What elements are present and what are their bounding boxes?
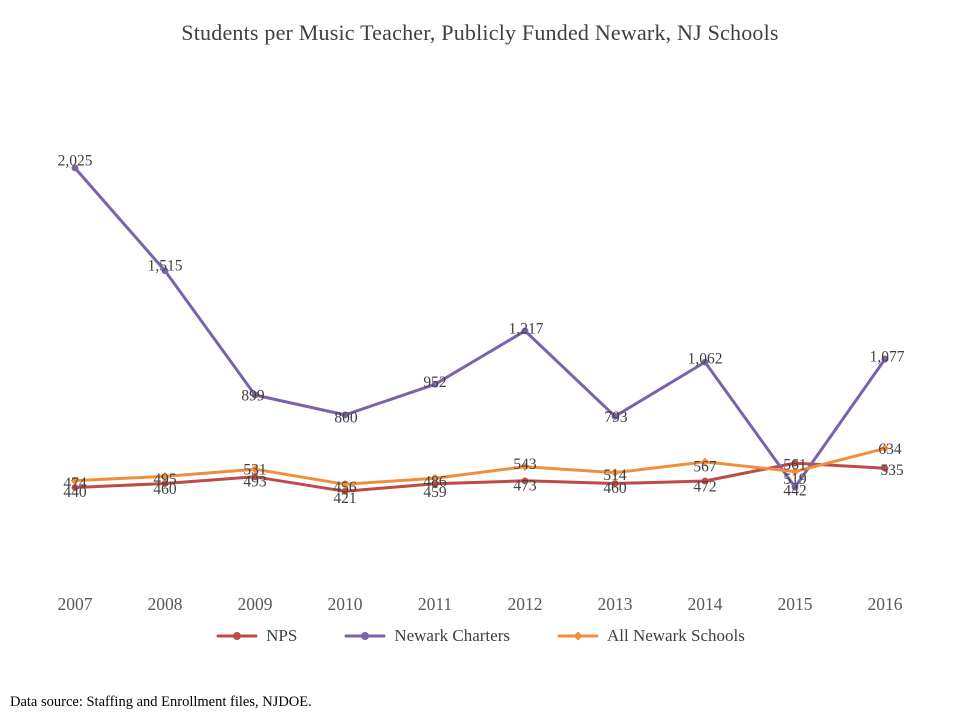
- x-axis-label: 2009: [238, 594, 273, 614]
- data-point-marker-all-newark-schools: [520, 462, 530, 472]
- data-point-marker-all-newark-schools: [340, 479, 350, 489]
- x-axis-label: 2012: [508, 594, 543, 614]
- legend-label: All Newark Schools: [606, 626, 745, 645]
- data-point-marker-newark-charters: [521, 327, 529, 335]
- data-point-marker-nps: [251, 473, 259, 481]
- data-label-newark-charters: 1,217: [509, 320, 544, 337]
- x-axis-label: 2013: [598, 594, 633, 614]
- data-point-marker-nps: [611, 480, 619, 487]
- data-point-marker-newark-charters: [881, 355, 889, 363]
- x-axis-label: 2016: [868, 594, 903, 614]
- data-point-marker-all-newark-schools: [160, 472, 170, 481]
- data-point-marker-nps: [341, 487, 349, 495]
- legend-marker-icon: [361, 632, 370, 640]
- data-point-marker-all-newark-schools: [700, 457, 710, 467]
- legend-marker-icon: [573, 631, 583, 641]
- data-point-marker-nps: [881, 464, 889, 472]
- data-label-newark-charters: 1,062: [688, 351, 723, 368]
- series-line-newark-charters: [73, 166, 887, 489]
- data-point-marker-nps: [161, 480, 169, 487]
- data-point-marker-nps: [71, 484, 79, 491]
- data-label-nps: 460: [603, 480, 627, 497]
- data-point-marker-nps: [521, 477, 529, 485]
- legend-label: NPS: [266, 626, 298, 645]
- data-label-all-newark-schools: 474: [63, 475, 87, 492]
- data-label-newark-charters: 899: [241, 387, 265, 404]
- data-point-marker-newark-charters: [161, 267, 169, 275]
- chart-title: Students per Music Teacher, Publicly Fun…: [181, 20, 779, 45]
- x-axis-label: 2007: [58, 594, 93, 614]
- legend-item-all-newark-schools: All Newark Schools: [556, 626, 745, 646]
- legend-item-nps: NPS: [215, 626, 297, 646]
- legend-marker-icon: [233, 632, 242, 640]
- data-point-marker-all-newark-schools: [430, 473, 440, 483]
- data-point-marker-newark-charters: [71, 164, 79, 172]
- data-point-marker-nps: [701, 477, 709, 485]
- data-label-nps: 535: [880, 462, 904, 479]
- x-axis-label: 2010: [328, 594, 363, 614]
- data-point-marker-all-newark-schools: [250, 464, 260, 474]
- legend-label: Newark Charters: [394, 626, 510, 645]
- data-label-all-newark-schools: 634: [878, 441, 902, 458]
- chart-legend: NPS Newark Charters All Newark Schools: [0, 626, 960, 646]
- data-label-nps: 561: [783, 457, 806, 474]
- data-point-marker-all-newark-schools: [610, 468, 620, 477]
- legend-swatch-icon: [344, 632, 386, 640]
- data-source-note: Data source: Staffing and Enrollment fil…: [10, 694, 312, 710]
- data-label-all-newark-schools: 543: [513, 456, 537, 473]
- data-point-marker-newark-charters: [701, 358, 709, 366]
- legend-item-newark-charters: Newark Charters: [343, 626, 510, 646]
- data-label-nps: 421: [333, 490, 356, 507]
- data-label-nps: 460: [153, 481, 177, 498]
- legend-swatch-icon: [216, 632, 258, 640]
- data-label-newark-charters: 952: [423, 374, 446, 391]
- series-line-nps: [73, 461, 887, 493]
- data-label-nps: 440: [63, 484, 87, 501]
- data-point-marker-all-newark-schools: [70, 476, 80, 485]
- data-point-marker-newark-charters: [341, 411, 349, 419]
- data-label-all-newark-schools: 567: [693, 458, 717, 475]
- data-point-marker-nps: [431, 480, 439, 488]
- legend-swatch-icon: [557, 631, 599, 641]
- data-label-nps: 472: [693, 479, 716, 496]
- data-label-newark-charters: 2,025: [58, 152, 93, 169]
- data-label-all-newark-schools: 486: [423, 474, 447, 491]
- data-label-all-newark-schools: 514: [603, 467, 627, 484]
- data-point-marker-all-newark-schools: [790, 467, 800, 476]
- data-label-newark-charters: 793: [604, 409, 628, 426]
- data-label-nps: 493: [243, 473, 267, 490]
- x-axis-label: 2015: [778, 594, 813, 614]
- data-label-all-newark-schools: 456: [333, 479, 357, 496]
- data-label-newark-charters: 442: [783, 483, 806, 500]
- data-label-nps: 473: [513, 477, 537, 494]
- data-label-nps: 459: [423, 484, 447, 501]
- data-point-marker-newark-charters: [251, 391, 259, 399]
- data-point-marker-newark-charters: [791, 483, 799, 491]
- x-axis-label: 2008: [148, 594, 183, 614]
- data-point-marker-all-newark-schools: [880, 444, 890, 453]
- data-point-marker-newark-charters: [611, 412, 619, 420]
- data-label-all-newark-schools: 519: [783, 471, 807, 488]
- data-label-all-newark-schools: 495: [153, 471, 177, 488]
- series-line-all-newark-schools: [73, 446, 887, 486]
- data-point-marker-nps: [791, 459, 799, 467]
- data-label-newark-charters: 1,077: [870, 349, 905, 366]
- data-label-newark-charters: 1,515: [148, 257, 183, 274]
- data-label-newark-charters: 800: [334, 409, 358, 426]
- data-label-all-newark-schools: 531: [243, 462, 266, 479]
- x-axis-label: 2011: [418, 594, 452, 614]
- x-axis-label: 2014: [688, 594, 723, 614]
- data-point-marker-newark-charters: [431, 380, 439, 388]
